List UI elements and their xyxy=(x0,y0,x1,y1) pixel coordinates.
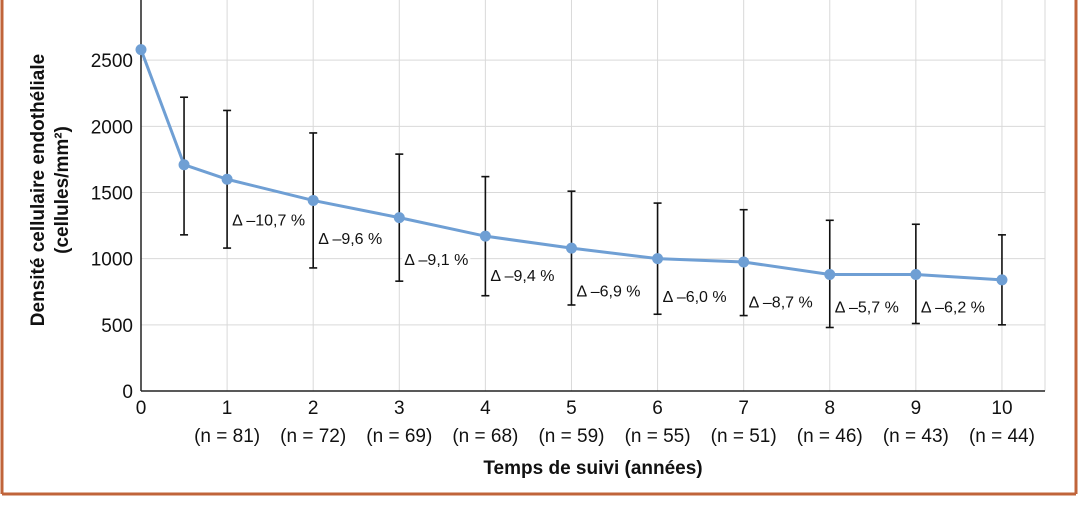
n-label: (n = 69) xyxy=(366,426,432,447)
data-point xyxy=(996,274,1008,286)
x-tick-label: 6 xyxy=(652,398,663,419)
x-tick-label: 3 xyxy=(394,398,405,419)
data-point xyxy=(221,173,233,185)
y-tick-labels: 0 500 1000 1500 2000 2500 xyxy=(91,51,133,403)
frame xyxy=(0,0,1078,496)
delta-label: Δ –9,1 % xyxy=(404,252,468,269)
delta-label-bg xyxy=(488,265,557,286)
delta-label: Δ –6,0 % xyxy=(663,289,727,306)
n-label: (n = 68) xyxy=(452,426,518,447)
delta-label: Δ –9,6 % xyxy=(318,231,382,248)
delta-label-bg xyxy=(230,210,308,231)
n-label: (n = 81) xyxy=(194,426,260,447)
error-bars xyxy=(180,96,1006,329)
delta-label: Δ –8,7 % xyxy=(749,294,813,311)
data-point xyxy=(910,269,922,281)
series-line xyxy=(139,49,1003,282)
n-label: (n = 51) xyxy=(711,426,777,447)
n-label: (n = 46) xyxy=(797,426,863,447)
delta-label-bg xyxy=(574,281,643,302)
y-tick-label: 500 xyxy=(101,316,133,337)
delta-label-bg xyxy=(316,228,385,249)
delta-label: Δ –10,7 % xyxy=(232,212,305,229)
series-points xyxy=(135,44,1008,286)
delta-label-bg xyxy=(402,249,471,270)
data-point xyxy=(565,242,577,254)
delta-label: Δ –6,9 % xyxy=(576,284,640,301)
x-tick-label: 5 xyxy=(566,398,577,419)
n-label: (n = 55) xyxy=(625,426,691,447)
y-tick-label: 2500 xyxy=(91,51,133,72)
delta-label: Δ –9,4 % xyxy=(490,268,554,285)
x-axis-title: Temps de suivi (années) xyxy=(483,458,702,479)
delta-label: Δ –5,7 % xyxy=(835,300,899,317)
n-label: (n = 43) xyxy=(883,426,949,447)
x-tick-label: 1 xyxy=(222,398,233,419)
delta-annotations: Δ –10,7 % Δ –9,6 % Δ –9,1 % Δ –9,4 % Δ –6,9 … xyxy=(230,210,987,318)
delta-label-bg xyxy=(660,287,729,308)
delta-label-bg xyxy=(746,292,815,313)
x-tick-label: 10 xyxy=(991,398,1012,419)
data-point xyxy=(652,253,664,265)
x-tick-label: 2 xyxy=(308,398,319,419)
x-tick-label: 9 xyxy=(911,398,922,419)
data-point xyxy=(738,256,750,268)
data-point xyxy=(178,159,190,171)
data-point xyxy=(135,44,147,56)
series-line-path xyxy=(139,49,1003,282)
x-tick-label: 0 xyxy=(136,398,147,419)
y-tick-label: 1000 xyxy=(91,250,133,271)
x-tick-label: 4 xyxy=(480,398,491,419)
delta-label-bg xyxy=(832,297,901,318)
n-label: (n = 59) xyxy=(538,426,604,447)
n-label: (n = 72) xyxy=(280,426,346,447)
y-axis-title-line1: Densité cellulaire endothéliale xyxy=(28,54,49,326)
delta-label-bg xyxy=(918,297,987,318)
data-point xyxy=(824,269,836,281)
data-point xyxy=(393,212,405,224)
delta-label: Δ –6,2 % xyxy=(921,300,985,317)
y-axis-title-line2: (cellules/mm²) xyxy=(52,126,73,254)
y-tick-label: 2000 xyxy=(91,117,133,138)
data-point xyxy=(479,230,491,242)
x-tick-labels: 0 1 2 3 4 5 6 7 8 9 10 xyxy=(136,398,1013,419)
n-labels: (n = 81) (n = 72) (n = 69) (n = 68) (n = 59)… xyxy=(194,426,1035,447)
axes xyxy=(140,0,1045,392)
x-tick-label: 7 xyxy=(738,398,749,419)
y-tick-label: 1500 xyxy=(91,184,133,205)
x-tick-label: 8 xyxy=(824,398,835,419)
n-label: (n = 44) xyxy=(969,426,1035,447)
y-tick-label: 0 xyxy=(122,382,133,403)
data-point xyxy=(307,194,319,206)
